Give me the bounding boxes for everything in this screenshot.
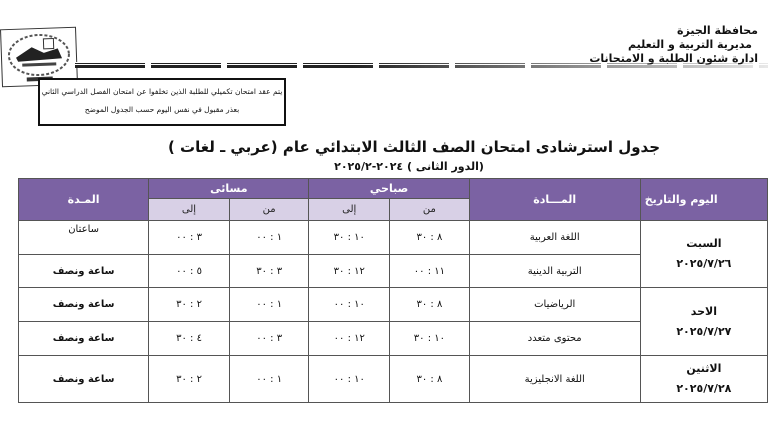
table-row: ساعة ونصف ٥ : ٠٠ ٣ : ٣٠ ١٢ : ٣٠ ١١ : ٠٠ … [17,254,768,288]
duration-cell: ساعتان [17,220,150,255]
header-to: إلى [148,198,230,221]
morning-to-cell: ١٠ : ٠٠ [308,355,391,403]
exam-date: ٢٠٢٥/٧/٢٧ [676,324,732,338]
header-day-date: اليوم والتاريخ [639,178,768,221]
subject-cell: محتوى متعدد [468,321,641,356]
morning-from-cell: ٨ : ٣٠ [389,287,470,322]
evening-from-cell: ١ : ٠٠ [228,355,310,403]
duration-cell: ساعة ونصف [17,321,150,356]
duration-cell: ساعة ونصف [17,254,150,288]
evening-to-cell: ٢ : ٣٠ [148,355,230,403]
day-date-cell: السبت ٢٠٢٥/٧/٢٦ [639,220,768,288]
morning-from-cell: ٨ : ٣٠ [389,355,470,403]
exam-date: ٢٠٢٥/٧/٢٨ [676,382,732,395]
table-row: ساعة ونصف ٢ : ٣٠ ١ : ٠٠ ١٠ : ٠٠ ٨ : ٣٠ ا… [17,287,768,356]
day-name: الاحد [690,304,717,318]
notice-line: بعذر مقبول في نفس اليوم حسب الجدول الموض… [84,105,240,114]
table-row: ساعتان ٣ : ٠٠ ١ : ٠٠ ١٠ : ٣٠ ٨ : ٣٠ اللغ… [17,220,768,288]
notice-box: يتم عقد امتحان تكميلي للطلبة الذين تخلفو… [38,78,286,126]
duration-cell: ساعة ونصف [17,355,150,403]
subject-cell: اللغة العربية [468,220,641,255]
notice-line: يتم عقد امتحان تكميلي للطلبة الذين تخلفو… [41,87,283,96]
day-date-cell: الاثنين ٢٠٢٥/٧/٢٨ [639,355,768,403]
day-name: السبت [686,237,722,250]
evening-to-cell: ٤ : ٣٠ [148,321,230,356]
governorate: محافظة الجيزة [677,24,758,37]
header-divider [75,62,768,68]
duration-cell: ساعة ونصف [17,287,150,322]
page-subtitle: (الدور الثانى ) ٢٠٢٤-٢٠٢٥/٢ [334,160,484,173]
page-title: جدول استرشادى امتحان الصف الثالث الابتدا… [167,138,661,156]
exam-date: ٢٠٢٥/٧/٢٦ [676,257,732,270]
header-duration: المـدة [17,178,150,221]
header-morning: صباحي [308,178,470,199]
header-subject: المـــادة [468,178,641,221]
header-from: من [228,198,310,221]
header-evening: مسائى [148,178,310,199]
letterhead: محافظة الجيزة مديرية التربية و التعليم ا… [589,24,758,66]
day-name: الاثنين [686,362,722,375]
exam-schedule-table: المـدة مسائى صباحي المـــادة اليوم والتا… [17,178,768,403]
subject-cell: الرياضيات [468,287,641,322]
evening-to-cell: ٢ : ٣٠ [148,287,230,322]
day-date-cell: الاحد ٢٠٢٥/٧/٢٧ [639,287,768,356]
header-to: إلى [308,198,391,221]
morning-to-cell: ١٢ : ٠٠ [308,321,391,356]
department: ادارة شئون الطلبة و الامتحانات [589,52,758,65]
directorate: مديرية التربية و التعليم [628,38,752,51]
header-from: من [389,198,470,221]
morning-from-cell: ١١ : ٠٠ [389,254,470,288]
evening-from-cell: ٣ : ٠٠ [228,321,310,356]
emblem-logo [0,26,78,88]
morning-to-cell: ١٠ : ٠٠ [308,287,391,322]
morning-to-cell: ١٠ : ٣٠ [308,220,391,255]
subject-cell: التربية الدينية [468,254,641,288]
evening-from-cell: ١ : ٠٠ [228,287,310,322]
morning-from-cell: ٨ : ٣٠ [389,220,470,255]
evening-to-cell: ٣ : ٠٠ [148,220,230,255]
subject-cell: اللغة الانجليزية [468,355,641,403]
morning-from-cell: ١٠ : ٣٠ [389,321,470,356]
evening-from-cell: ٣ : ٣٠ [228,254,310,288]
evening-from-cell: ١ : ٠٠ [228,220,310,255]
table-row: ساعة ونصف ٢ : ٣٠ ١ : ٠٠ ١٠ : ٠٠ ٨ : ٣٠ ا… [17,355,768,403]
morning-to-cell: ١٢ : ٣٠ [308,254,391,288]
table-row: ساعة ونصف ٤ : ٣٠ ٣ : ٠٠ ١٢ : ٠٠ ١٠ : ٣٠ … [17,321,768,356]
evening-to-cell: ٥ : ٠٠ [148,254,230,288]
